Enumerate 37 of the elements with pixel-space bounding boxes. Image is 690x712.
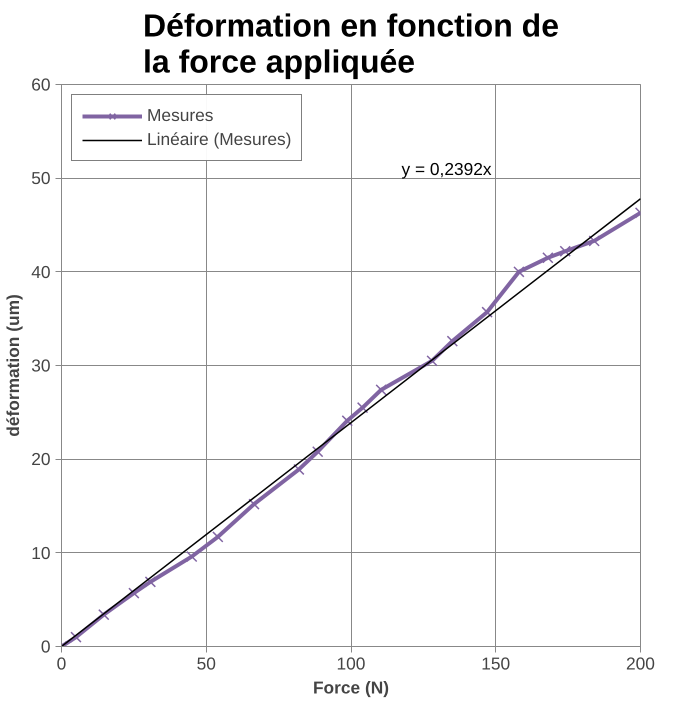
y-axis-title: déformation (um) bbox=[3, 294, 24, 437]
point bbox=[446, 335, 458, 347]
y-tick-label: 0 bbox=[40, 636, 51, 656]
x-tick-label: 100 bbox=[336, 654, 366, 674]
point bbox=[186, 550, 198, 562]
x-tick-label: 0 bbox=[56, 654, 66, 674]
x-axis-title: Force (N) bbox=[312, 678, 390, 698]
point bbox=[560, 246, 571, 257]
y-tick-label: 40 bbox=[31, 262, 51, 282]
point bbox=[248, 498, 260, 510]
point bbox=[70, 631, 82, 643]
point bbox=[128, 587, 140, 599]
point bbox=[426, 355, 438, 367]
chart-title: Déformation en fonction de la force appliquée bbox=[143, 8, 559, 80]
y-tick-label: 10 bbox=[31, 542, 51, 563]
legend-label: Mesures bbox=[147, 105, 214, 126]
x-tick-label: 200 bbox=[626, 654, 655, 674]
y-tick-label: 50 bbox=[31, 168, 51, 188]
point bbox=[98, 608, 110, 620]
point bbox=[356, 402, 368, 414]
point bbox=[312, 446, 324, 458]
y-tick-label: 60 bbox=[31, 74, 51, 94]
legend-label: Linéaire (Mesures) bbox=[147, 129, 292, 150]
point bbox=[375, 384, 387, 396]
point bbox=[342, 415, 353, 426]
point bbox=[212, 531, 224, 543]
point bbox=[144, 576, 156, 588]
point bbox=[513, 266, 525, 278]
y-tick-label: 30 bbox=[31, 356, 51, 376]
point bbox=[481, 306, 493, 318]
point bbox=[542, 252, 554, 264]
y-tick-label: 20 bbox=[31, 449, 51, 470]
point bbox=[588, 235, 600, 247]
x-tick-label: 150 bbox=[481, 654, 510, 674]
point bbox=[293, 464, 305, 476]
x-tick-label: 50 bbox=[196, 654, 216, 674]
annotation: y = 0,2392x bbox=[401, 158, 492, 179]
